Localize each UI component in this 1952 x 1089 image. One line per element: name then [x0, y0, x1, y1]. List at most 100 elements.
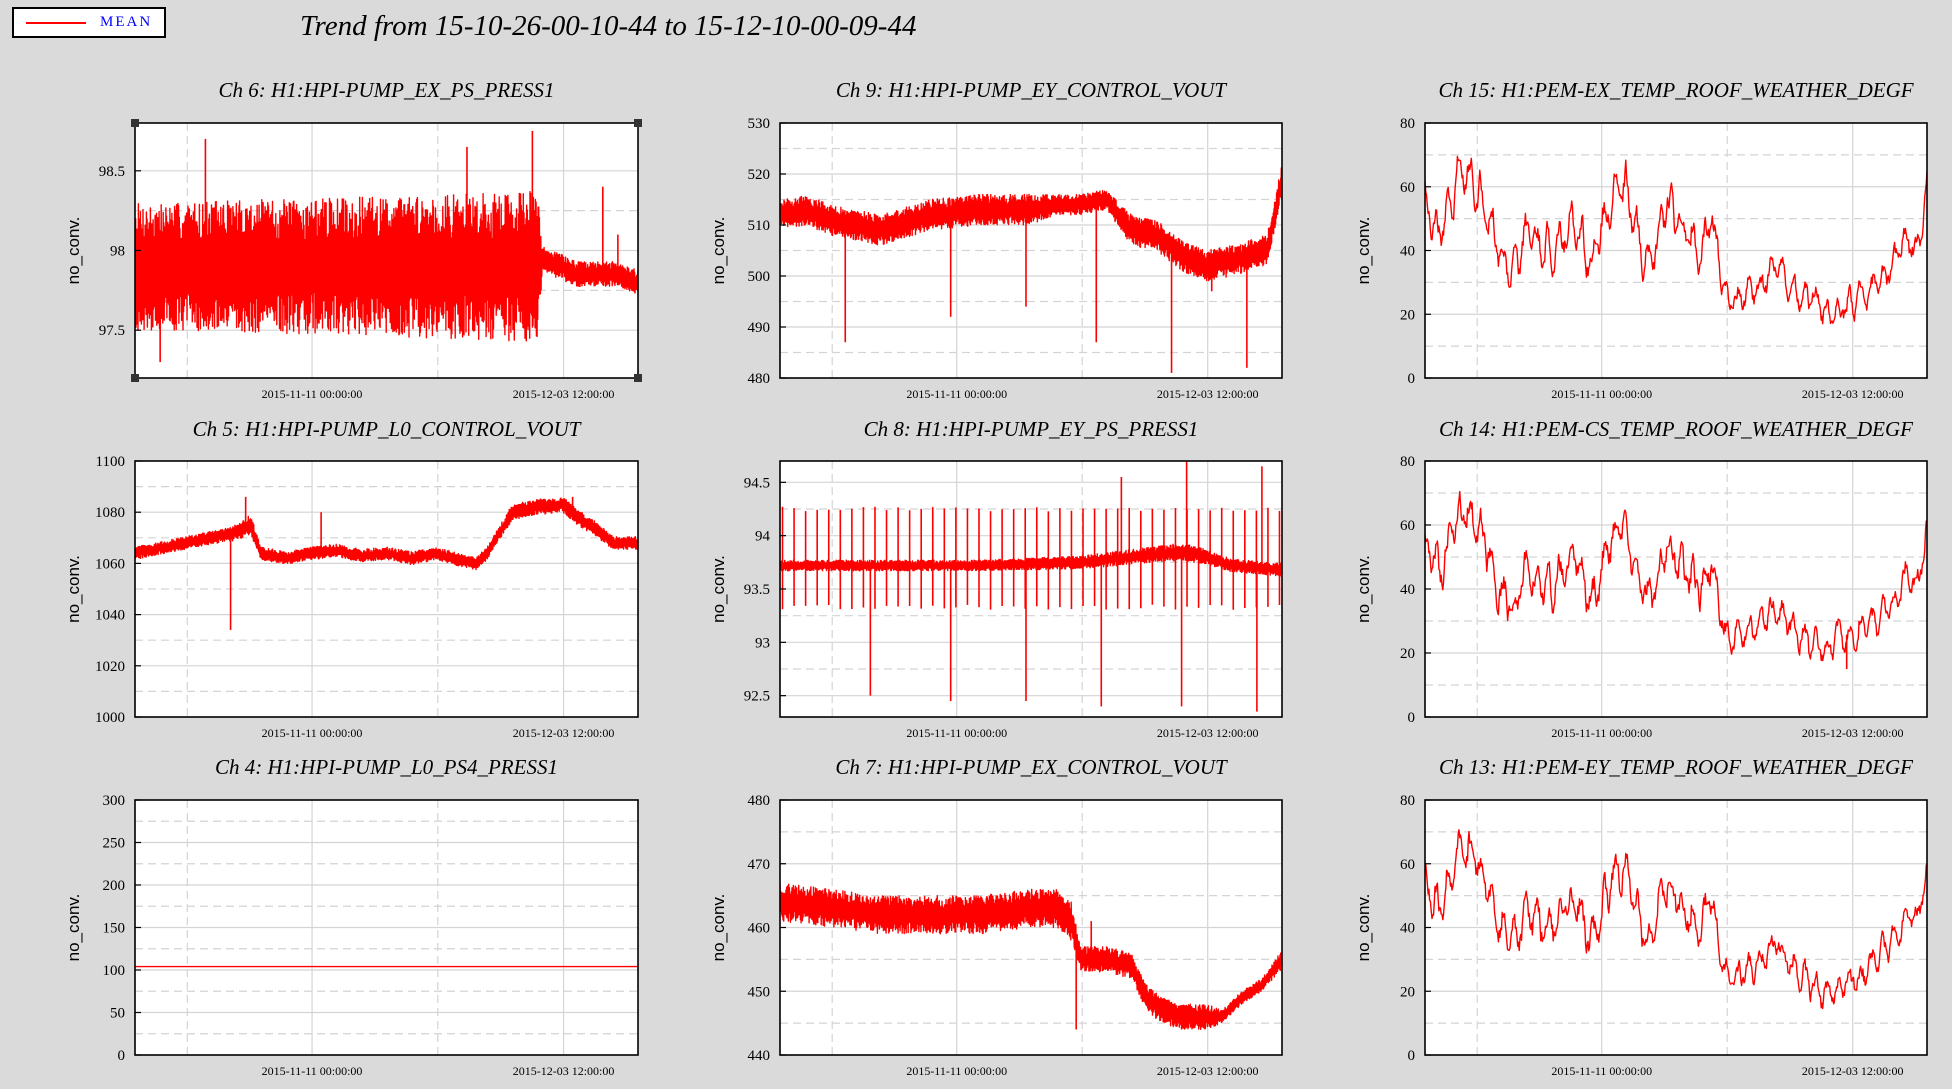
x-tick-label: 2015-11-11 00:00:00	[1551, 1064, 1652, 1078]
y-tick-label: 500	[748, 269, 771, 285]
y-tick-label: 0	[1408, 1048, 1416, 1064]
chart-title: Ch 7: H1:HPI-PUMP_EX_CONTROL_VOUT	[835, 755, 1228, 779]
y-axis-label: no_conv.	[64, 555, 83, 623]
series-group	[780, 461, 1282, 712]
x-tick-label: 2015-12-03 12:00:00	[513, 387, 615, 401]
x-tick-label: 2015-12-03 12:00:00	[513, 1064, 615, 1078]
chart-title: Ch 14: H1:PEM-CS_TEMP_ROOF_WEATHER_DEGF	[1439, 417, 1913, 441]
y-tick-label: 510	[748, 218, 771, 234]
chart-panel: Ch 8: H1:HPI-PUMP_EY_PS_PRESS1 92.5 93 93.5…	[709, 417, 1283, 740]
x-tick-label: 2015-12-03 12:00:00	[1157, 1064, 1259, 1078]
y-tick-label: 1040	[95, 608, 125, 624]
legend: MEAN	[12, 7, 166, 38]
chart-panel: Ch 5: H1:HPI-PUMP_L0_CONTROL_VOUT 1000 102…	[64, 417, 639, 740]
chart-title: Ch 13: H1:PEM-EY_TEMP_ROOF_WEATHER_DEGF	[1439, 755, 1913, 779]
y-axis-label: no_conv.	[1354, 894, 1373, 962]
y-axis-label: no_conv.	[709, 217, 728, 285]
y-tick-label: 1020	[95, 659, 125, 675]
main-title: Trend from 15-10-26-00-10-44 to 15-12-10…	[300, 10, 917, 42]
y-tick-label: 0	[1408, 371, 1416, 387]
selection-handle	[634, 119, 642, 127]
y-tick-label: 40	[1400, 921, 1415, 937]
y-tick-label: 98	[110, 244, 125, 260]
y-tick-label: 60	[1400, 857, 1415, 873]
y-tick-label: 490	[748, 320, 771, 336]
y-tick-label: 1100	[96, 454, 125, 470]
chart-panel: Ch 15: H1:PEM-EX_TEMP_ROOF_WEATHER_DEGF 0…	[1354, 78, 1928, 401]
x-tick-label: 2015-12-03 12:00:00	[1157, 387, 1259, 401]
series-line	[1425, 490, 1927, 662]
chart-title: Ch 5: H1:HPI-PUMP_L0_CONTROL_VOUT	[193, 417, 582, 441]
y-tick-label: 1000	[95, 710, 125, 726]
y-tick-label: 300	[103, 793, 126, 809]
x-tick-label: 2015-12-03 12:00:00	[513, 726, 615, 740]
series-line	[1425, 155, 1927, 325]
x-tick-label: 2015-11-11 00:00:00	[906, 387, 1007, 401]
y-axis-label: no_conv.	[709, 894, 728, 962]
legend-swatch-mean	[26, 22, 86, 24]
series-line	[135, 191, 638, 342]
y-tick-label: 480	[748, 371, 771, 387]
x-tick-label: 2015-12-03 12:00:00	[1802, 1064, 1904, 1078]
series-group	[135, 130, 638, 363]
y-tick-label: 97.5	[99, 323, 125, 339]
y-tick-label: 200	[103, 878, 126, 894]
chart-panel: Ch 13: H1:PEM-EY_TEMP_ROOF_WEATHER_DEGF 0…	[1354, 755, 1928, 1078]
series-group	[1425, 155, 1927, 325]
series-group	[780, 167, 1282, 373]
series-group	[135, 496, 638, 630]
y-tick-label: 520	[748, 167, 771, 183]
x-tick-label: 2015-12-03 12:00:00	[1802, 387, 1904, 401]
y-tick-label: 440	[748, 1048, 771, 1064]
chart-panel: Ch 4: H1:HPI-PUMP_L0_PS4_PRESS1 0 50 100 150…	[64, 755, 639, 1078]
series-line	[1425, 829, 1927, 1010]
selection-handle	[131, 119, 139, 127]
y-tick-label: 40	[1400, 582, 1415, 598]
selection-handle	[131, 374, 139, 382]
y-tick-label: 20	[1400, 984, 1415, 1000]
y-tick-label: 1080	[95, 505, 125, 521]
y-tick-label: 460	[748, 921, 771, 937]
y-axis-label: no_conv.	[64, 217, 83, 285]
y-tick-label: 20	[1400, 307, 1415, 323]
y-axis-label: no_conv.	[64, 894, 83, 962]
selection-handle	[634, 374, 642, 382]
x-tick-label: 2015-11-11 00:00:00	[1551, 387, 1652, 401]
plot-frame	[134, 460, 639, 718]
series-line	[135, 497, 638, 571]
series-group	[1425, 829, 1927, 1010]
y-axis-label: no_conv.	[1354, 217, 1373, 285]
chart-panel: Ch 14: H1:PEM-CS_TEMP_ROOF_WEATHER_DEGF 0…	[1354, 417, 1928, 740]
y-tick-label: 50	[110, 1006, 125, 1022]
y-tick-label: 93.5	[744, 582, 770, 598]
x-tick-label: 2015-12-03 12:00:00	[1802, 726, 1904, 740]
y-tick-label: 480	[748, 793, 771, 809]
chart-panel: Ch 9: H1:HPI-PUMP_EY_CONTROL_VOUT 480 490 5…	[709, 78, 1283, 401]
chart-panel: Ch 6: H1:HPI-PUMP_EX_PS_PRESS1 97.5 98 98.5…	[64, 78, 642, 401]
x-tick-label: 2015-11-11 00:00:00	[906, 1064, 1007, 1078]
y-tick-label: 60	[1400, 180, 1415, 196]
y-tick-label: 80	[1400, 454, 1415, 470]
y-axis-label: no_conv.	[709, 555, 728, 623]
y-axis-label: no_conv.	[1354, 555, 1373, 623]
chart-title: Ch 4: H1:HPI-PUMP_L0_PS4_PRESS1	[215, 755, 558, 779]
x-tick-label: 2015-11-11 00:00:00	[262, 387, 363, 401]
y-tick-label: 0	[1408, 710, 1416, 726]
x-tick-label: 2015-11-11 00:00:00	[906, 726, 1007, 740]
chart-title: Ch 8: H1:HPI-PUMP_EY_PS_PRESS1	[864, 417, 1199, 441]
y-tick-label: 470	[748, 857, 771, 873]
chart-title: Ch 15: H1:PEM-EX_TEMP_ROOF_WEATHER_DEGF	[1438, 78, 1913, 102]
x-tick-label: 2015-12-03 12:00:00	[1157, 726, 1259, 740]
y-tick-label: 94.5	[744, 475, 770, 491]
chart-panel: Ch 7: H1:HPI-PUMP_EX_CONTROL_VOUT 440 450 4…	[709, 755, 1283, 1078]
series-group	[1425, 490, 1927, 669]
series-line	[780, 883, 1282, 1030]
y-tick-label: 80	[1400, 793, 1415, 809]
y-tick-label: 1060	[95, 556, 125, 572]
series-line	[780, 167, 1282, 282]
y-tick-label: 60	[1400, 518, 1415, 534]
y-tick-label: 98.5	[99, 164, 125, 180]
y-tick-label: 250	[103, 836, 126, 852]
y-tick-label: 93	[755, 635, 770, 651]
y-tick-label: 530	[748, 116, 771, 132]
